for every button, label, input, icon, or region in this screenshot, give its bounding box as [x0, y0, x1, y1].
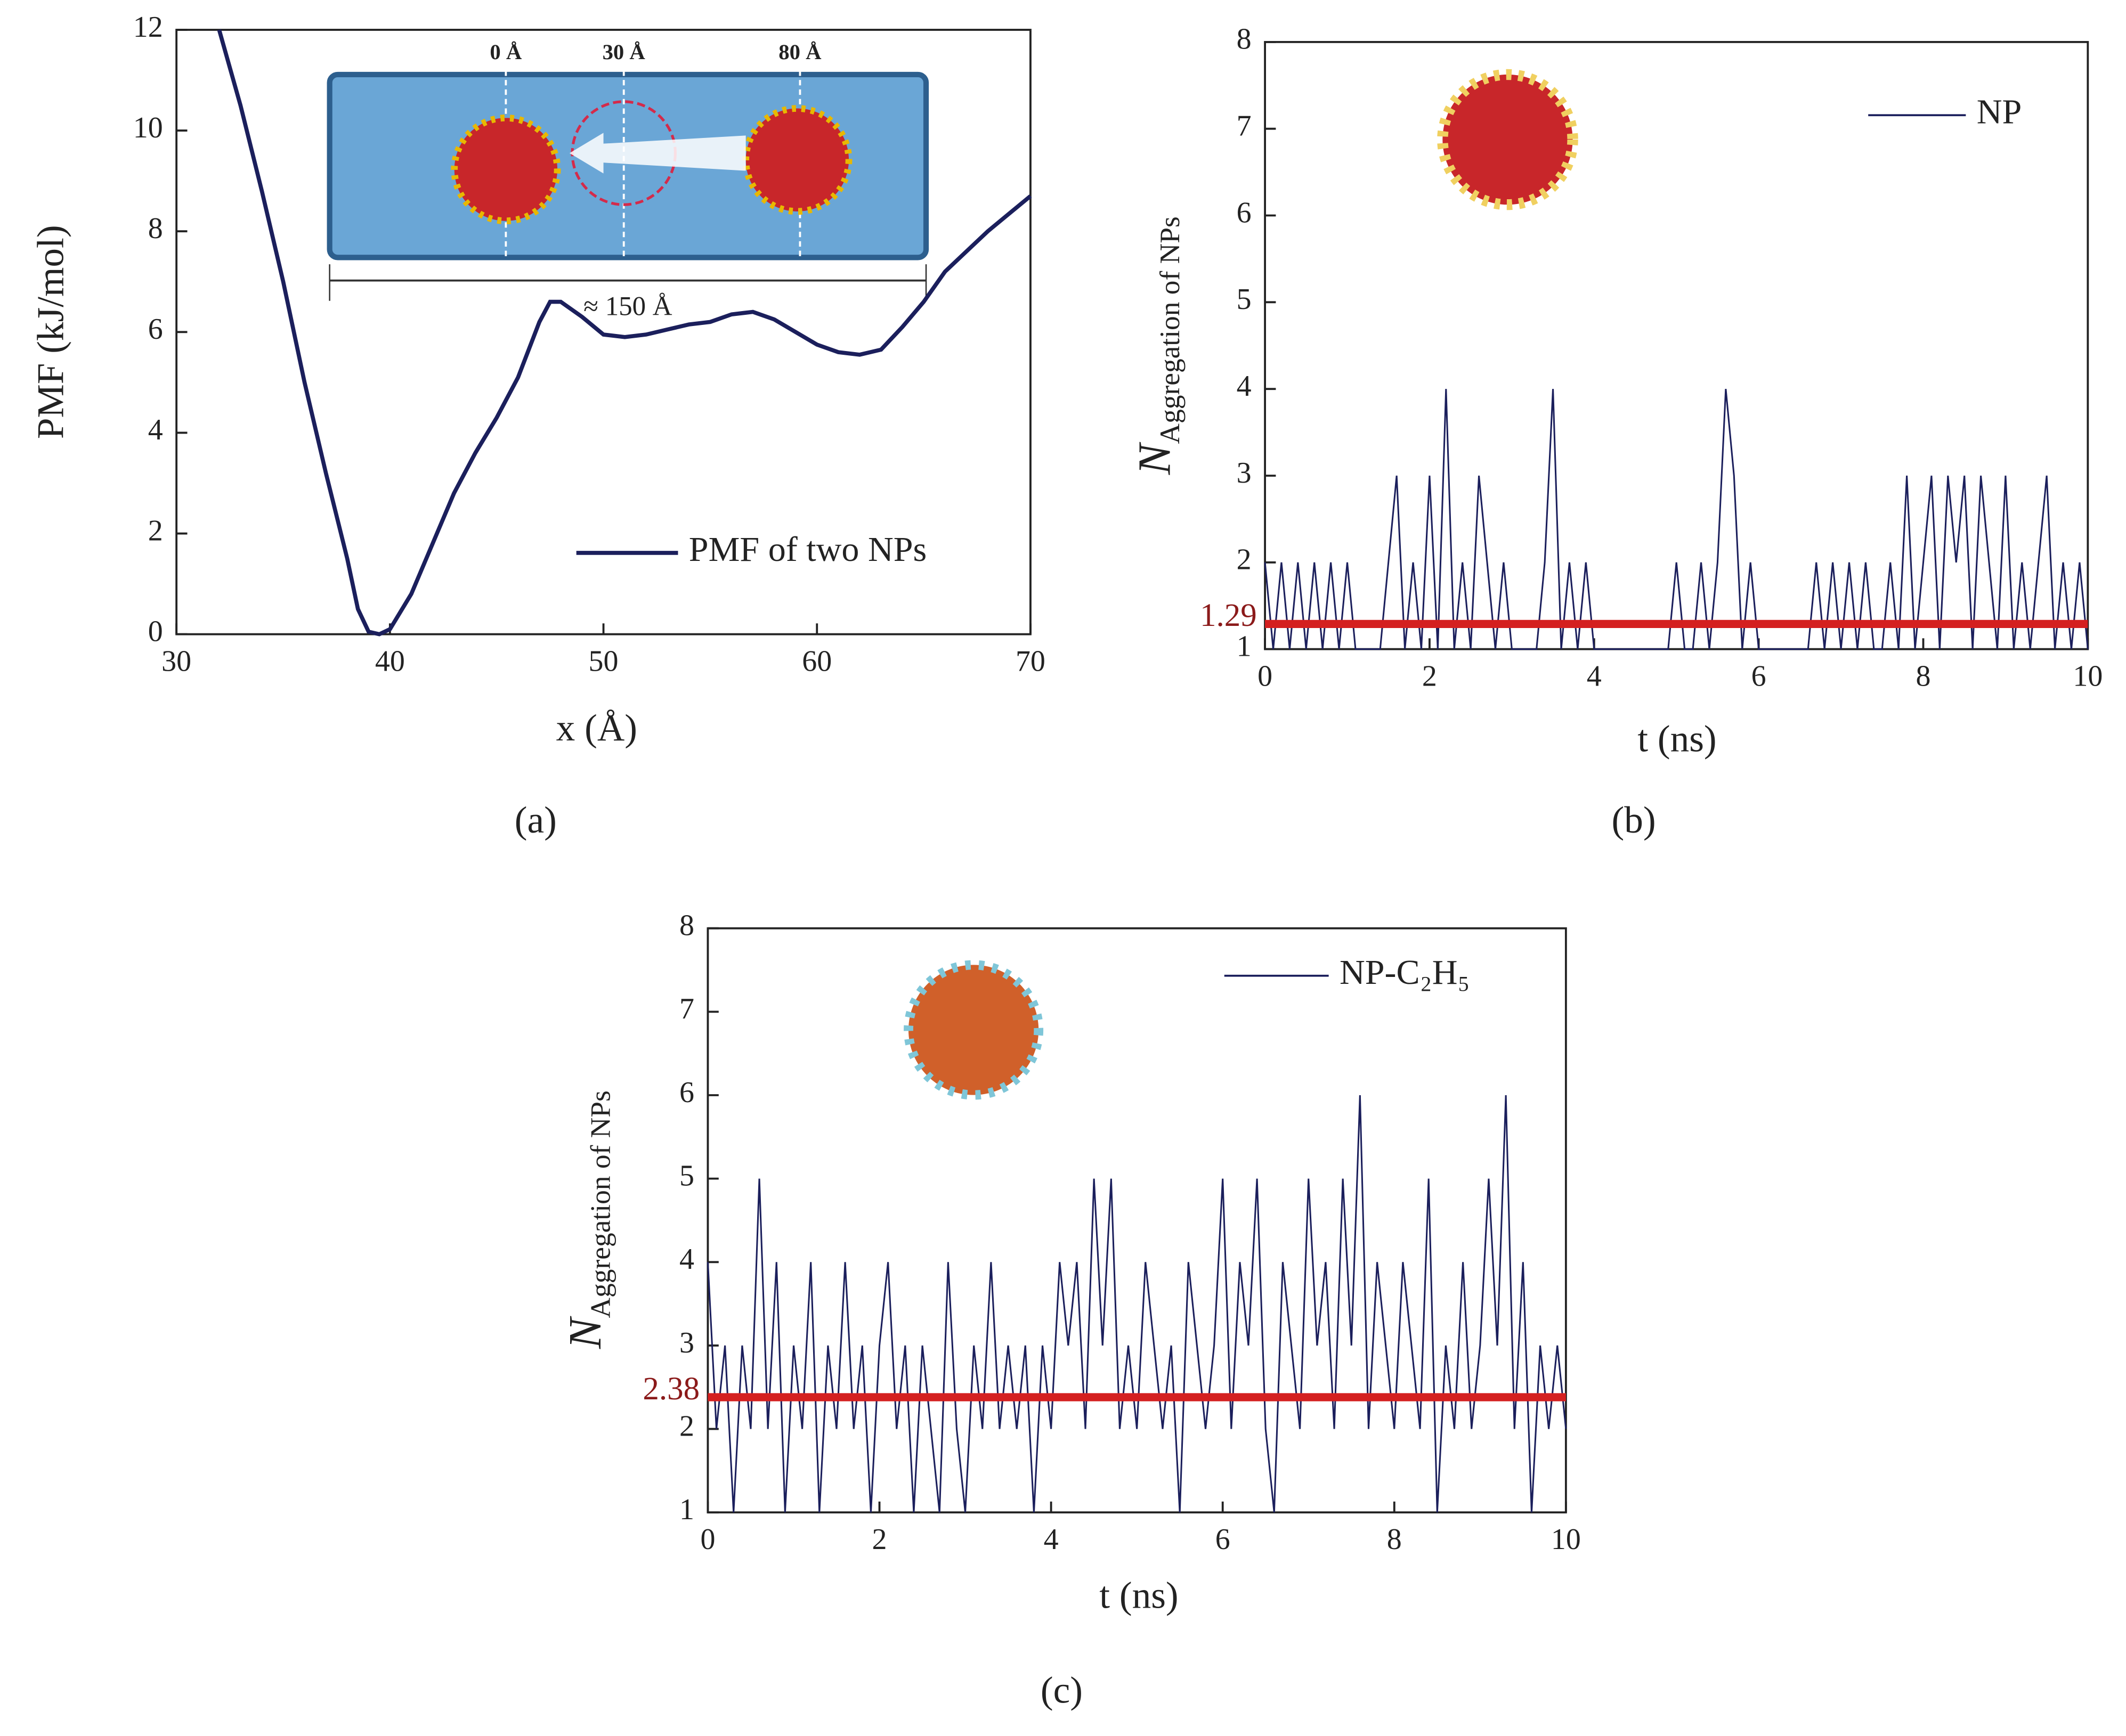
x-tick-label: 8 — [1916, 659, 1930, 692]
x-tick-label: 40 — [375, 645, 405, 678]
x-tick-label: 70 — [1016, 645, 1045, 678]
y-tick-label: 4 — [679, 1243, 694, 1276]
x-tick-label: 4 — [1044, 1523, 1059, 1556]
y-label-subscript: Aggregation of NPs — [1154, 216, 1186, 444]
data-line — [707, 1095, 1567, 1513]
x-tick-label: 2 — [872, 1523, 887, 1556]
x-tick-label: 50 — [589, 645, 619, 678]
y-tick-label: 6 — [679, 1076, 694, 1109]
x-tick-label: 2 — [1422, 659, 1437, 692]
mean-label: 1.29 — [1200, 598, 1257, 633]
y-axis-label: NAggregation of NPs — [559, 1090, 616, 1349]
x-tick-label: 0 — [700, 1523, 715, 1556]
y-tick-label: 2 — [679, 1409, 694, 1442]
x-tick-label: 0 — [1257, 659, 1272, 692]
y-tick-label: 6 — [148, 313, 163, 346]
y-tick-label: 4 — [1237, 370, 1252, 403]
y-tick-label: 3 — [1237, 457, 1252, 490]
x-tick-label: 60 — [802, 645, 832, 678]
x-axis-label: t (ns) — [1099, 1575, 1178, 1616]
y-tick-label: 0 — [148, 615, 163, 648]
legend-label: NP — [1977, 92, 2022, 131]
np-icon — [1437, 69, 1578, 210]
y-label-symbol: N — [559, 1316, 611, 1349]
y-tick-label: 1 — [1237, 630, 1252, 663]
caption: (c) — [1041, 1669, 1083, 1711]
legend-label: NP-C₂H₅ — [1340, 953, 1470, 992]
y-tick-label: 1 — [679, 1493, 694, 1526]
y-tick-label: 2 — [1237, 543, 1252, 576]
plot-frame — [1264, 40, 2089, 650]
data-line — [217, 29, 1032, 637]
y-tick-label: 3 — [679, 1326, 694, 1359]
x-tick-label: 30 — [161, 645, 191, 678]
annotation: 0 Å — [490, 40, 522, 64]
x-tick-label: 6 — [1751, 659, 1766, 692]
y-tick-label: 5 — [679, 1159, 694, 1192]
x-tick-label: 6 — [1215, 1523, 1230, 1556]
y-tick-label: 7 — [679, 992, 694, 1025]
y-tick-label: 6 — [1237, 196, 1252, 229]
y-tick-label: 8 — [148, 212, 163, 245]
y-label-subscript: Aggregation of NPs — [585, 1090, 616, 1318]
y-label-symbol: N — [1129, 442, 1180, 475]
y-tick-label: 5 — [1237, 283, 1252, 316]
y-axis-label: PMF (kJ/mol) — [30, 225, 72, 439]
y-axis-label: NAggregation of NPs — [1129, 216, 1186, 475]
caption: (b) — [1612, 800, 1656, 841]
np-icon — [904, 960, 1044, 1100]
y-tick-label: 4 — [148, 413, 163, 446]
x-tick-label: 8 — [1387, 1523, 1402, 1556]
y-tick-label: 10 — [133, 111, 163, 144]
annotation: 80 Å — [778, 40, 822, 64]
data-line — [1264, 389, 2089, 650]
plot-frame — [707, 927, 1567, 1514]
y-tick-label: 12 — [133, 11, 163, 44]
x-axis-label: t (ns) — [1637, 719, 1716, 760]
x-tick-label: 10 — [2073, 659, 2103, 692]
x-tick-label: 4 — [1587, 659, 1602, 692]
legend-label: PMF of two NPs — [689, 530, 927, 569]
x-axis-label: x (Å) — [556, 707, 637, 749]
annotation: ≈ 150 Å — [583, 292, 672, 322]
inset — [327, 61, 929, 301]
y-tick-label: 8 — [1237, 23, 1252, 56]
y-tick-label: 7 — [1237, 110, 1252, 143]
y-tick-label: 8 — [679, 909, 694, 942]
mean-label: 2.38 — [643, 1371, 700, 1407]
caption: (a) — [515, 800, 557, 841]
y-tick-label: 2 — [148, 514, 163, 547]
annotation: 30 Å — [603, 40, 646, 64]
x-tick-label: 10 — [1551, 1523, 1581, 1556]
